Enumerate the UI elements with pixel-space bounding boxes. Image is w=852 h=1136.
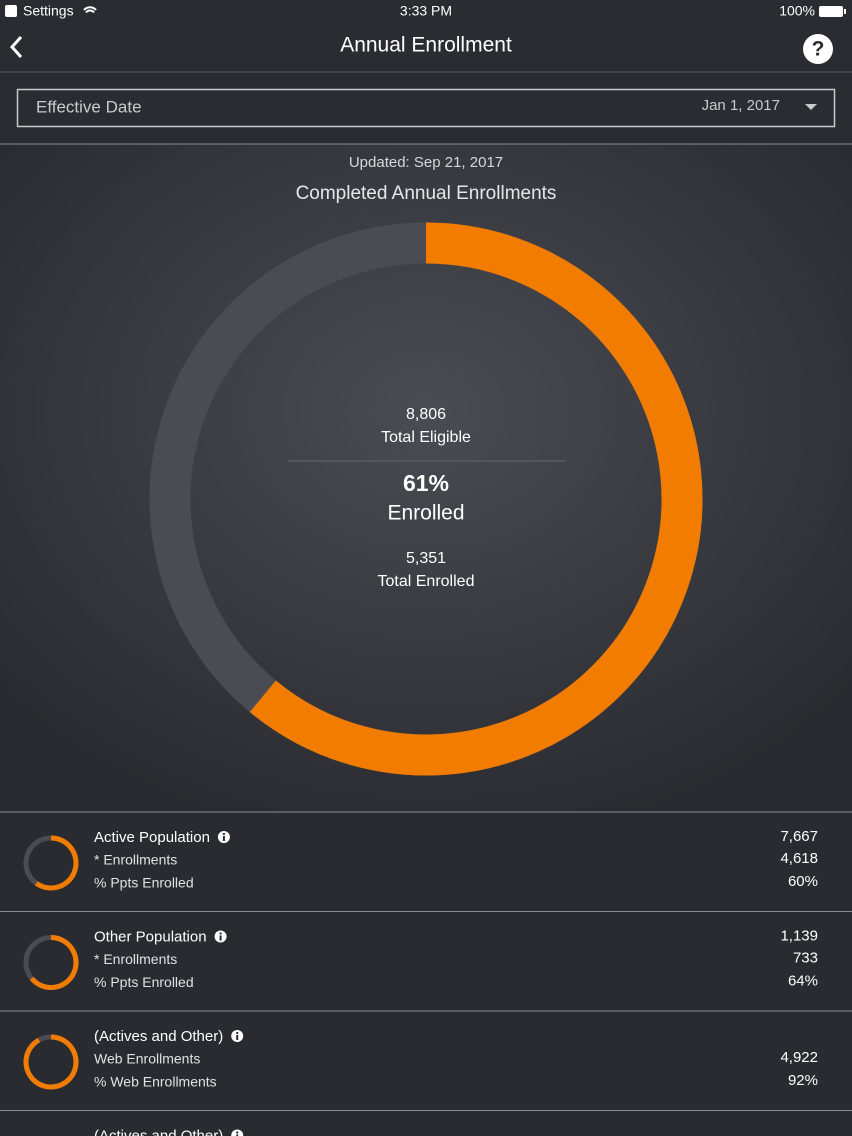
date-dropdown[interactable] — [16, 88, 836, 128]
info-icon-glyph — [222, 836, 225, 841]
row-title: (Actives and Other) — [94, 1028, 223, 1045]
chart-title: Completed Annual Enrollments — [296, 183, 557, 204]
info-icon-dot — [236, 1131, 239, 1134]
row-item-label: % Web Enrollments — [94, 1074, 217, 1090]
rows-bg — [0, 812, 852, 1136]
battery-icon — [819, 6, 843, 17]
eligible-label: Total Eligible — [381, 429, 471, 446]
row-item-label: % Ppts Enrolled — [94, 974, 194, 990]
info-icon-glyph — [219, 935, 222, 941]
row-item-value: 4,922 — [780, 1049, 818, 1066]
row-item-label: * Enrollments — [94, 852, 177, 868]
status-time: 3:33 PM — [400, 3, 452, 19]
battery-tip — [844, 9, 846, 14]
back-app-icon[interactable] — [5, 5, 17, 17]
eligible-value: 8,806 — [406, 406, 446, 423]
row-value: 1,139 — [780, 927, 818, 944]
row-title: (Actives and Other) — [94, 1127, 223, 1136]
help-button[interactable] — [803, 34, 833, 64]
row-item-value: 733 — [793, 949, 818, 966]
info-icon-dot — [222, 833, 225, 835]
percent-value: 61% — [403, 470, 449, 496]
percent-label: Enrolled — [387, 502, 464, 525]
wifi-icon — [83, 6, 97, 14]
row-item-value: 4,618 — [780, 850, 818, 867]
dropdown-value[interactable]: Jan 1, 2017 — [702, 97, 780, 114]
donut-arc — [34, 835, 79, 891]
row-title: Active Population — [94, 829, 210, 846]
dropdown-label[interactable]: Effective Date — [36, 97, 142, 116]
donut-arc — [23, 1034, 79, 1090]
row-title: Other Population — [94, 928, 207, 945]
dropdown-arrow[interactable] — [805, 104, 817, 110]
row-item-value: 92% — [788, 1072, 818, 1089]
row-item-label: * Enrollments — [94, 951, 177, 967]
row-item-value: 64% — [788, 972, 818, 989]
info-icon-glyph — [236, 1035, 239, 1040]
back-button[interactable] — [9, 35, 23, 59]
updated-date: Updated: Sep 21, 2017 — [349, 154, 503, 171]
row-item-label: % Ppts Enrolled — [94, 875, 194, 891]
status-app[interactable]: Settings — [23, 3, 74, 19]
info-icon-dot — [219, 932, 222, 935]
row-item-value: 60% — [788, 873, 818, 890]
row-item-label: Web Enrollments — [94, 1051, 200, 1067]
status-battery: 100% — [779, 3, 815, 19]
donut-arc — [249, 222, 703, 776]
info-icon-glyph — [236, 1134, 239, 1136]
header-title: Annual Enrollment — [340, 34, 512, 57]
help-glyph[interactable]: ? — [812, 38, 825, 61]
enrolled-label: Total Enrolled — [378, 573, 475, 590]
info-icon-dot — [236, 1032, 239, 1034]
row-value: 7,667 — [780, 828, 818, 845]
donut-arc — [29, 935, 79, 990]
enrolled-value: 5,351 — [406, 550, 446, 567]
